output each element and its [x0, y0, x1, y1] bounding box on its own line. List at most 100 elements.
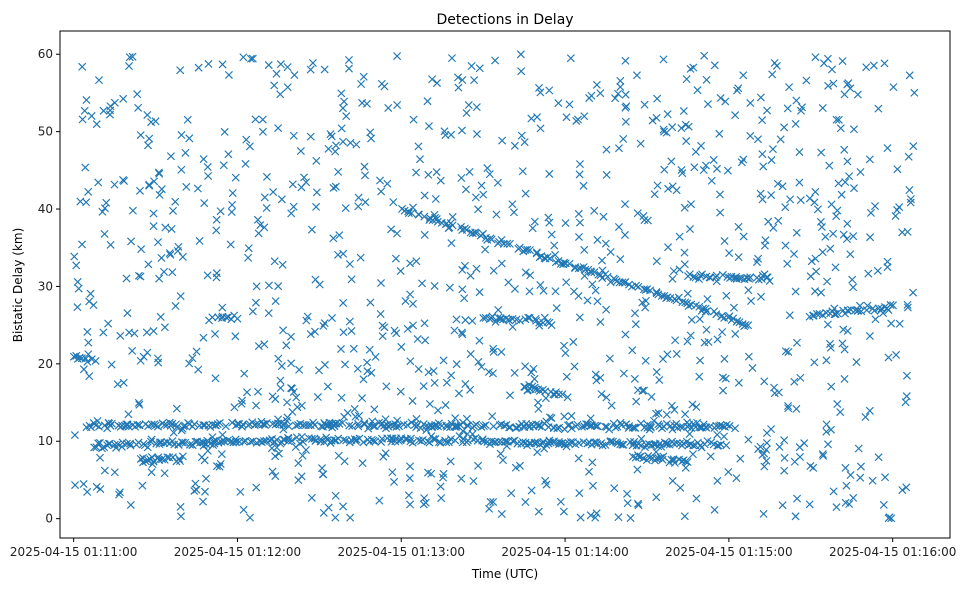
data-point — [310, 327, 319, 336]
data-point — [547, 414, 556, 423]
data-point — [846, 250, 855, 259]
data-point — [836, 408, 845, 417]
data-point — [715, 190, 724, 199]
data-point — [590, 438, 599, 447]
data-point — [340, 97, 349, 106]
data-point — [701, 304, 710, 313]
data-point — [778, 501, 787, 510]
data-point — [113, 380, 122, 389]
data-point — [672, 186, 681, 195]
data-point — [270, 257, 279, 266]
data-point — [626, 514, 635, 523]
data-point — [258, 115, 267, 124]
data-point — [655, 375, 664, 384]
data-point — [287, 209, 296, 218]
data-point — [246, 437, 255, 446]
data-point — [377, 187, 386, 196]
data-point — [605, 425, 614, 434]
data-point — [287, 359, 296, 368]
data-point — [659, 55, 668, 64]
data-point — [472, 229, 481, 238]
data-point — [185, 134, 194, 143]
data-point — [763, 106, 772, 115]
data-point — [672, 349, 681, 358]
data-point — [253, 215, 262, 224]
data-point — [527, 486, 536, 495]
data-point — [251, 298, 260, 307]
data-point — [846, 471, 855, 480]
data-point — [678, 169, 687, 178]
data-point — [731, 424, 740, 433]
data-point — [616, 440, 625, 449]
data-point — [354, 193, 363, 202]
data-point — [865, 406, 874, 415]
data-point — [358, 394, 367, 403]
data-point — [699, 166, 708, 175]
data-point — [447, 54, 456, 63]
data-point — [633, 209, 642, 218]
data-point — [652, 493, 661, 502]
data-point — [786, 195, 795, 204]
data-point — [647, 392, 656, 401]
data-point — [702, 75, 711, 84]
data-point — [573, 420, 582, 429]
data-point — [756, 189, 765, 198]
data-point — [475, 288, 484, 297]
data-point — [175, 454, 184, 463]
data-point — [418, 279, 427, 288]
data-point — [442, 422, 451, 431]
data-point — [252, 401, 261, 410]
data-point — [591, 286, 600, 295]
data-point — [86, 289, 95, 298]
data-point — [891, 211, 900, 220]
data-point — [458, 265, 467, 274]
data-point — [555, 423, 564, 432]
data-point — [199, 155, 208, 164]
data-point — [521, 498, 530, 507]
data-point — [650, 190, 659, 199]
data-point — [781, 203, 790, 212]
data-point — [312, 156, 321, 165]
data-point — [488, 369, 497, 378]
data-point — [459, 418, 468, 427]
data-point — [406, 434, 415, 443]
data-point — [165, 249, 174, 258]
data-point — [531, 385, 540, 394]
data-point — [843, 219, 852, 228]
data-point — [104, 319, 113, 328]
data-point — [685, 270, 694, 279]
data-point — [288, 407, 297, 416]
data-point — [345, 259, 354, 269]
data-point — [451, 414, 460, 423]
data-point — [346, 513, 355, 522]
data-point — [276, 90, 285, 99]
data-point — [151, 421, 160, 430]
data-point — [415, 155, 424, 164]
data-point — [296, 147, 305, 156]
data-point — [833, 400, 842, 409]
data-point — [785, 83, 794, 92]
data-point — [220, 127, 229, 136]
data-point — [590, 206, 599, 215]
data-point — [133, 90, 142, 99]
data-point — [83, 487, 92, 496]
data-point — [125, 62, 134, 71]
data-point — [791, 512, 800, 521]
data-point — [534, 404, 543, 413]
data-point — [602, 393, 611, 402]
data-point — [406, 462, 415, 471]
data-point — [640, 216, 649, 225]
data-point — [868, 476, 877, 485]
data-point — [349, 344, 358, 353]
data-point — [167, 224, 176, 233]
data-point — [190, 486, 199, 495]
chart-title: Detections in Delay — [436, 12, 573, 28]
data-point — [893, 165, 902, 174]
data-point — [790, 377, 799, 386]
data-point — [408, 321, 418, 330]
data-point — [345, 317, 354, 326]
data-point — [338, 104, 347, 113]
data-point — [360, 162, 369, 171]
data-point — [244, 253, 253, 262]
data-point — [884, 353, 893, 362]
